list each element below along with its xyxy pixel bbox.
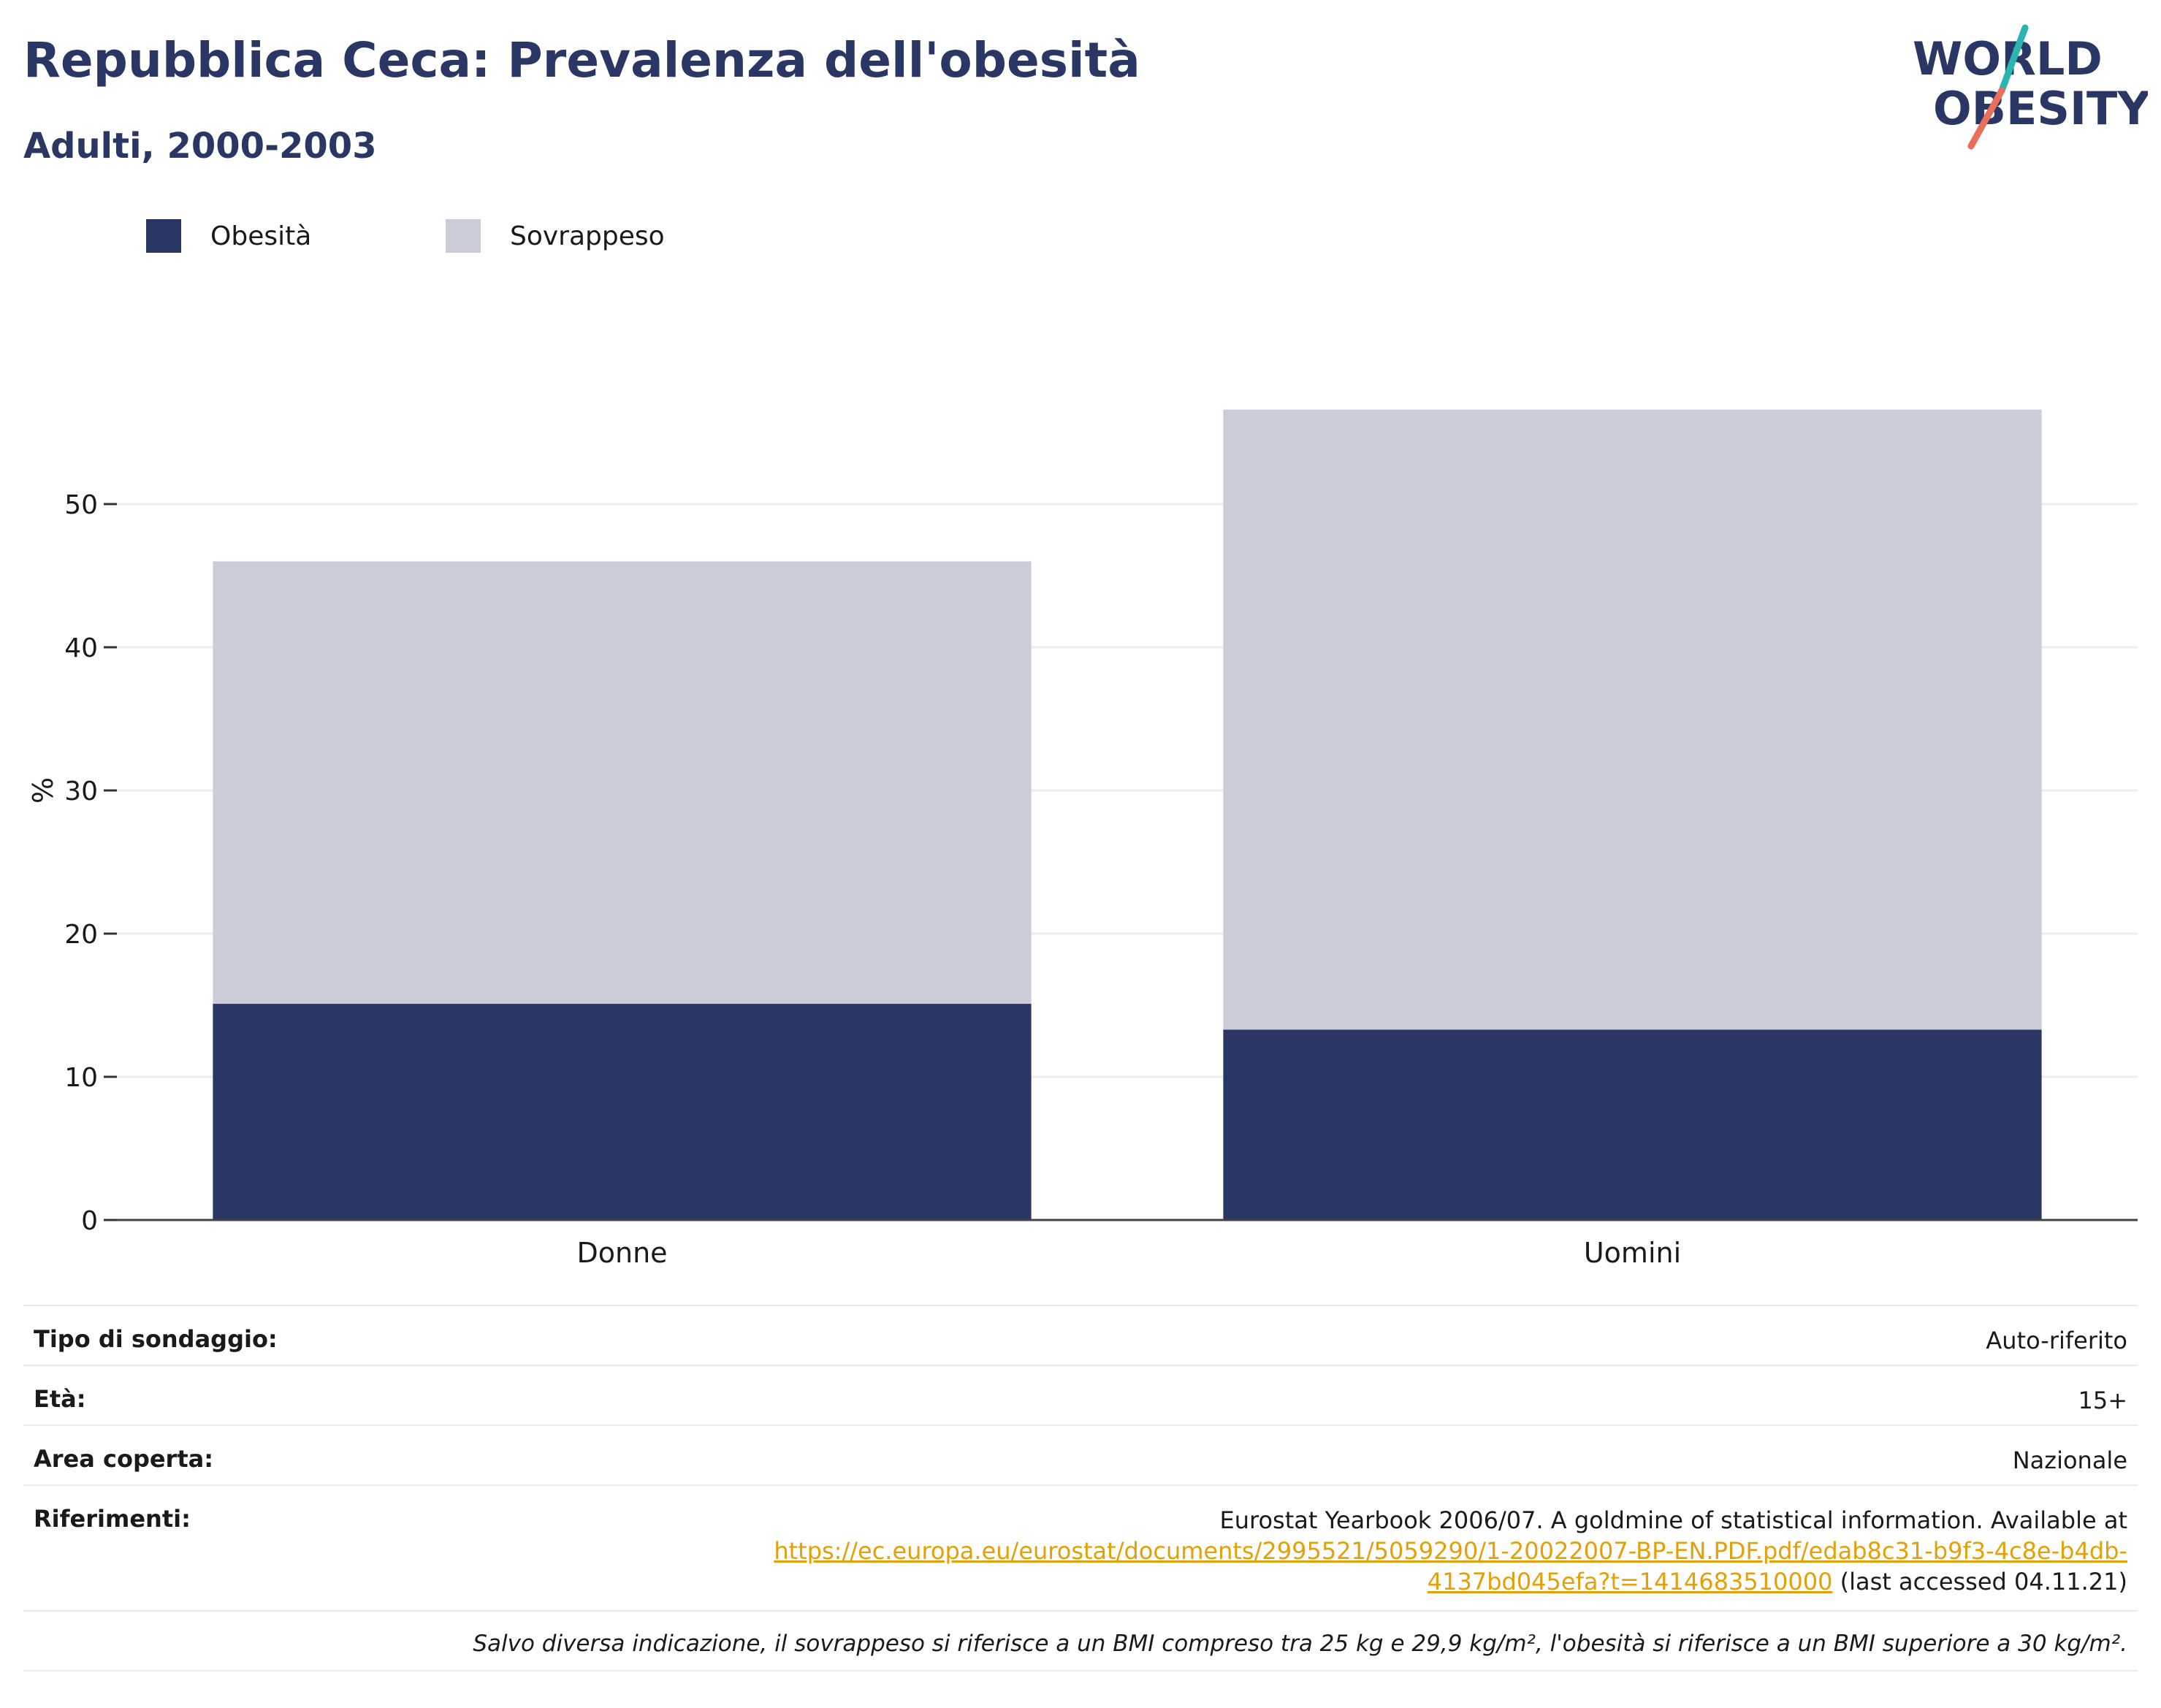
logo-slash-top — [1998, 24, 2029, 94]
logo-slash-bottom — [1967, 87, 2005, 150]
page-title: Repubblica Ceca: Prevalenza dell'obesità — [23, 32, 1140, 88]
references-link-line1: https://ec.europa.eu/eurostat/documents/… — [774, 1537, 2127, 1565]
legend-item-obesita[interactable]: Obesità — [146, 218, 311, 254]
meta-table-bottom-border — [23, 1670, 2138, 1671]
bar-chart: 0 10 20 30 40 50% Donne Uomini — [27, 409, 2138, 1269]
y-tick-label-20: 20 — [64, 920, 98, 950]
bar-donne-sovrappeso — [213, 561, 1032, 1004]
y-axis-label: % — [27, 777, 59, 804]
logo-line2: OBESITY — [1933, 82, 2148, 135]
survey-type-label: Tipo di sondaggio: — [34, 1325, 278, 1353]
survey-type-value: Auto-riferito — [1986, 1327, 2127, 1354]
references-text: Eurostat Yearbook 2006/07. A goldmine of… — [1219, 1506, 2128, 1534]
legend-label-obesita: Obesità — [210, 221, 312, 251]
x-tick-label-donne: Donne — [576, 1237, 667, 1269]
bar-uomini-sovrappeso — [1223, 409, 2042, 1030]
bar-donne-obesita — [213, 1004, 1032, 1220]
meta-row-references: Riferimenti: Eurostat Yearbook 2006/07. … — [23, 1484, 2138, 1610]
age-value: 15+ — [2078, 1387, 2127, 1414]
meta-row-age: Età: 15+ — [23, 1365, 2138, 1425]
meta-row-area: Area coperta: Nazionale — [23, 1425, 2138, 1484]
y-tick-label-40: 40 — [64, 633, 98, 663]
age-label: Età: — [34, 1385, 86, 1413]
y-tick-label-50: 50 — [64, 490, 98, 520]
metadata-table: Tipo di sondaggio: Auto-riferito Età: 15… — [23, 1305, 2138, 1671]
references-link[interactable]: https://ec.europa.eu/eurostat/documents/… — [774, 1537, 2127, 1595]
y-tick-label-10: 10 — [64, 1063, 98, 1093]
y-tick-label-30: 30 — [64, 777, 98, 807]
area-label: Area coperta: — [34, 1445, 214, 1473]
legend-swatch-obesita — [146, 219, 181, 253]
meta-row-survey-type: Tipo di sondaggio: Auto-riferito — [23, 1305, 2138, 1365]
references-value: Eurostat Yearbook 2006/07. A goldmine of… — [774, 1505, 2127, 1597]
x-tick-label-uomini: Uomini — [1584, 1237, 1681, 1269]
meta-row-note: Salvo diversa indicazione, il sovrappeso… — [23, 1610, 2138, 1670]
legend-item-sovrappeso[interactable]: Sovrappeso — [446, 218, 665, 254]
references-link-line2: 4137bd045efa?t=1414683510000 — [1427, 1568, 1833, 1595]
bmi-note: Salvo diversa indicazione, il sovrappeso… — [473, 1631, 2127, 1657]
world-obesity-logo: WORLD OBESITY — [1913, 24, 2148, 150]
references-label: Riferimenti: — [34, 1505, 191, 1533]
y-tick-label-0: 0 — [81, 1206, 98, 1236]
legend-swatch-sovrappeso — [446, 219, 481, 253]
bar-uomini-obesita — [1223, 1029, 2042, 1220]
references-suffix: (last accessed 04.11.21) — [1832, 1568, 2127, 1595]
legend-label-sovrappeso: Sovrappeso — [510, 221, 665, 251]
area-value: Nazionale — [2012, 1446, 2127, 1474]
page-subtitle: Adulti, 2000-2003 — [23, 126, 377, 167]
